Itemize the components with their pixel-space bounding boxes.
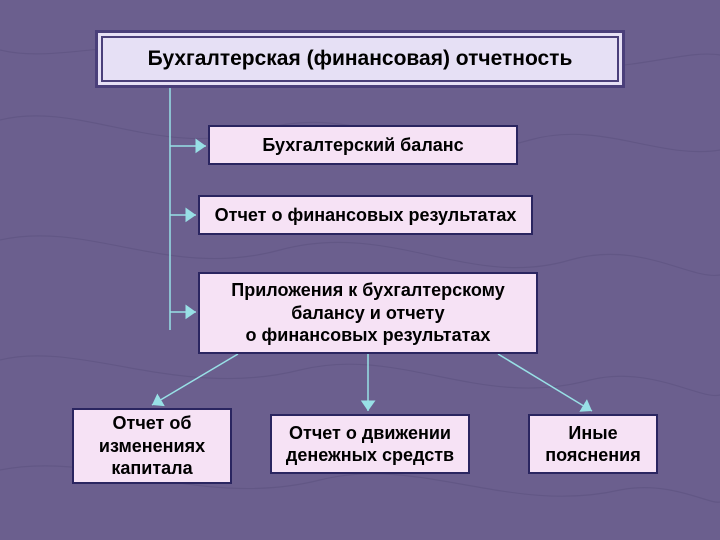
cashflow-line1: Отчет о движении <box>289 422 451 445</box>
capital-line1: Отчет об <box>113 412 192 435</box>
balance-box: Бухгалтерский баланс <box>208 125 518 165</box>
title-text: Бухгалтерская (финансовая) отчетность <box>148 46 573 72</box>
attachments-line3: о финансовых результатах <box>246 324 491 347</box>
cashflow-box: Отчет о движении денежных средств <box>270 414 470 474</box>
attachments-line2: балансу и отчету <box>291 302 444 325</box>
attachments-box: Приложения к бухгалтерскому балансу и от… <box>198 272 538 354</box>
capital-box: Отчет об изменениях капитала <box>72 408 232 484</box>
other-line1: Иные <box>568 422 617 445</box>
title-box: Бухгалтерская (финансовая) отчетность <box>95 30 625 88</box>
fin-results-text: Отчет о финансовых результатах <box>215 204 517 227</box>
balance-text: Бухгалтерский баланс <box>262 134 463 157</box>
other-box: Иные пояснения <box>528 414 658 474</box>
capital-line3: капитала <box>111 457 192 480</box>
cashflow-line2: денежных средств <box>286 444 454 467</box>
fin-results-box: Отчет о финансовых результатах <box>198 195 533 235</box>
capital-line2: изменениях <box>99 435 205 458</box>
other-line2: пояснения <box>545 444 640 467</box>
attachments-line1: Приложения к бухгалтерскому <box>231 279 504 302</box>
